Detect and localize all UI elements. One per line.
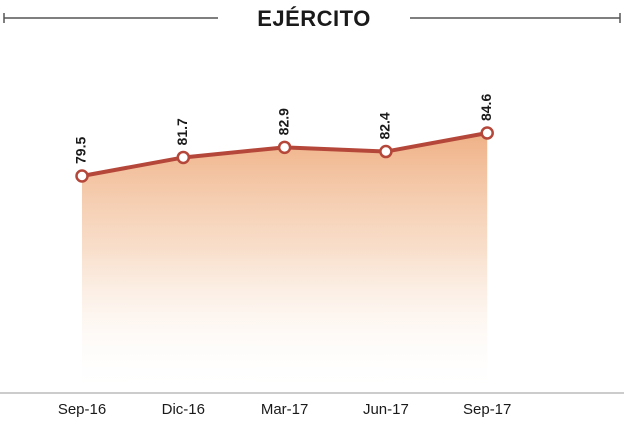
data-label: 82.9 (275, 108, 291, 135)
point (480, 126, 494, 140)
data-label: 82.4 (377, 112, 393, 139)
x-tick-label: Mar-17 (261, 401, 309, 418)
point (379, 144, 393, 159)
data-label: 84.6 (478, 94, 494, 121)
area (82, 133, 488, 393)
point (176, 150, 191, 165)
x-tick-label: Sep-17 (463, 401, 511, 418)
x-tick-label: Dic-16 (162, 401, 205, 418)
point (277, 140, 292, 155)
chart-title: EJÉRCITO (257, 6, 371, 31)
x-tick-label: Jun-17 (363, 401, 409, 418)
point (75, 169, 89, 183)
x-tick-label: Sep-16 (58, 401, 106, 418)
data-label: 79.5 (73, 137, 89, 164)
data-label: 81.7 (174, 118, 190, 145)
